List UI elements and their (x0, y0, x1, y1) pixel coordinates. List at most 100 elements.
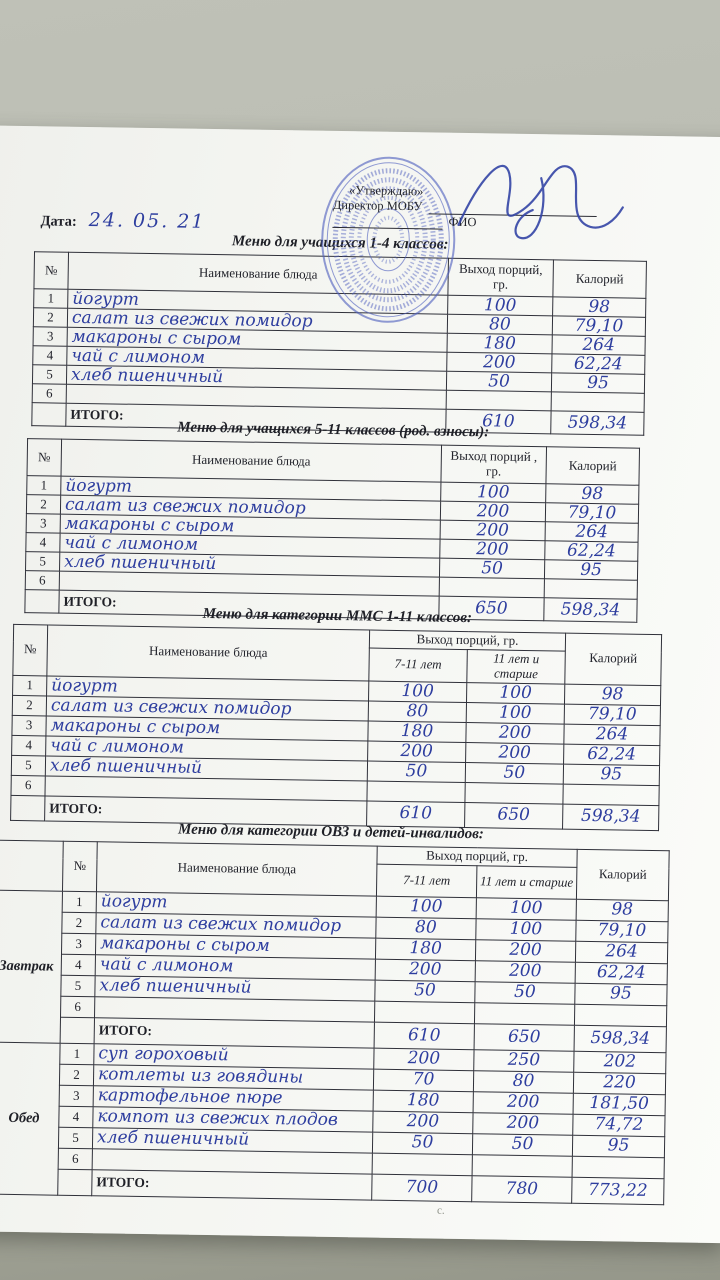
portion-value: 100 (440, 482, 546, 503)
date-line: Дата: 24. 05. 21 (40, 208, 205, 233)
row-num: 1 (33, 288, 68, 309)
calories-value: 79,10 (552, 315, 646, 337)
portion-11-plus: 100 (466, 702, 565, 724)
portion-value: 80 (447, 314, 553, 335)
row-num: 4 (58, 1106, 94, 1128)
signature-icon (457, 164, 624, 240)
portion-11-plus: 50 (472, 1133, 573, 1157)
row-num: 5 (32, 364, 67, 385)
portion-7-11 (372, 1153, 473, 1176)
calories-value: 264 (563, 724, 661, 746)
col-meal-empty (0, 840, 64, 892)
row-num: 3 (59, 1085, 94, 1107)
calories-value: 95 (551, 372, 645, 394)
portion-11-plus: 50 (474, 981, 576, 1005)
row-num: 2 (12, 695, 47, 716)
total-portion-11-plus: 650 (464, 802, 563, 829)
row-num: 1 (62, 891, 97, 913)
row-num: 6 (58, 1148, 93, 1170)
col-age-11-plus: 11 лет и старше (476, 865, 577, 900)
portion-value: 200 (446, 352, 552, 373)
signature (442, 143, 634, 256)
total-portion-11-plus: 780 (471, 1175, 573, 1204)
row-num: 1 (59, 1043, 95, 1065)
portion-11-plus: 80 (473, 1070, 574, 1094)
menu-section-ovz: Меню для категории ОВЗ и детей-инвалидов… (0, 819, 670, 1206)
portion-value: 180 (446, 333, 553, 354)
total-portion-7-11: 700 (371, 1174, 473, 1202)
menu-section-grades-5-11: Меню для учащихся 5-11 классов (род. взн… (24, 417, 640, 623)
portion-7-11: 50 (374, 980, 476, 1003)
calories-value: 98 (576, 899, 669, 922)
portion-7-11: 180 (367, 720, 467, 743)
row-num: 3 (26, 513, 61, 534)
portion-7-11 (374, 1001, 475, 1024)
portion-value (439, 577, 545, 598)
col-num: № (33, 251, 69, 290)
portion-value: 100 (447, 295, 553, 316)
portion-7-11: 180 (375, 938, 476, 961)
calories-value: 74,72 (572, 1114, 666, 1137)
total-calories: 598,34 (562, 803, 659, 831)
row-num: 4 (11, 735, 46, 756)
portion-7-11: 200 (372, 1111, 474, 1134)
portion-11-plus: 200 (473, 1091, 574, 1115)
portion-11-plus: 200 (465, 722, 565, 744)
calories-value (551, 391, 645, 413)
portion-value: 50 (446, 371, 552, 392)
pencil-mark: с. (436, 1204, 445, 1217)
portion-value: 200 (440, 520, 546, 541)
row-num: 6 (32, 383, 67, 404)
portion-value: 50 (439, 558, 545, 579)
portion-11-plus: 200 (465, 742, 564, 764)
row-num: 3 (33, 326, 68, 347)
total-portion-11-plus: 650 (474, 1023, 575, 1052)
portion-value: 200 (440, 501, 546, 522)
portion-11-plus: 200 (472, 1112, 574, 1136)
row-num: 5 (60, 975, 96, 997)
meal-label-breakfast: Завтрак (0, 890, 63, 1044)
col-calories: Калорий (552, 259, 647, 299)
row-num: 6 (10, 775, 46, 796)
calories-value: 264 (575, 941, 668, 964)
portion-7-11: 180 (373, 1090, 474, 1113)
row-num: 5 (11, 755, 46, 776)
calories-value: 95 (574, 983, 668, 1006)
stamp-icon (321, 156, 456, 323)
col-num: № (62, 841, 98, 892)
calories-value: 98 (545, 483, 639, 505)
col-portion: Выход порций, гр. (447, 258, 554, 297)
calories-value: 79,10 (545, 502, 639, 524)
calories-value (574, 1004, 667, 1027)
col-dish: Наименование блюда (46, 624, 370, 681)
calories-value (572, 1156, 665, 1179)
round-stamp (317, 153, 460, 327)
col-portion: Выход порций , гр. (440, 445, 547, 484)
col-age-11-plus: 11 лет и старше (466, 649, 566, 684)
portion-11-plus: 100 (475, 918, 577, 942)
portion-7-11: 80 (368, 700, 467, 723)
menu-table-mmc: № Наименование блюда Выход порций, гр. К… (10, 624, 662, 831)
calories-value: 79,10 (564, 704, 661, 726)
menu-section-mmc: Меню для категории ММС 1-11 классов: № Н… (10, 603, 662, 831)
calories-value: 98 (564, 683, 661, 706)
portion-11-plus (472, 1154, 573, 1178)
total-label: ИТОГО: (91, 1169, 373, 1201)
portion-11-plus: 200 (475, 960, 576, 984)
portion-11-plus: 50 (465, 762, 564, 784)
portion-7-11: 200 (375, 959, 476, 982)
col-dish: Наименование блюда (96, 841, 378, 897)
portion-11-plus (464, 782, 564, 804)
portion-7-11: 100 (368, 680, 467, 703)
document-paper: «Утверждаю» Директор МОБУ ФИО Дата: 24. 0… (0, 125, 720, 1244)
calories-value: 62,24 (563, 744, 660, 766)
menu-table-grades-5-11: № Наименование блюда Выход порций , гр. … (24, 438, 640, 623)
calories-value: 62,24 (551, 353, 645, 375)
calories-value: 62,24 (575, 962, 668, 985)
portion-11-plus: 100 (466, 682, 565, 704)
col-calories: Калорий (576, 849, 670, 901)
portion-11-plus (474, 1002, 575, 1026)
approve-label: «Утверждаю» (348, 183, 424, 199)
date-label: Дата: (40, 213, 77, 230)
row-num: 2 (33, 307, 68, 328)
